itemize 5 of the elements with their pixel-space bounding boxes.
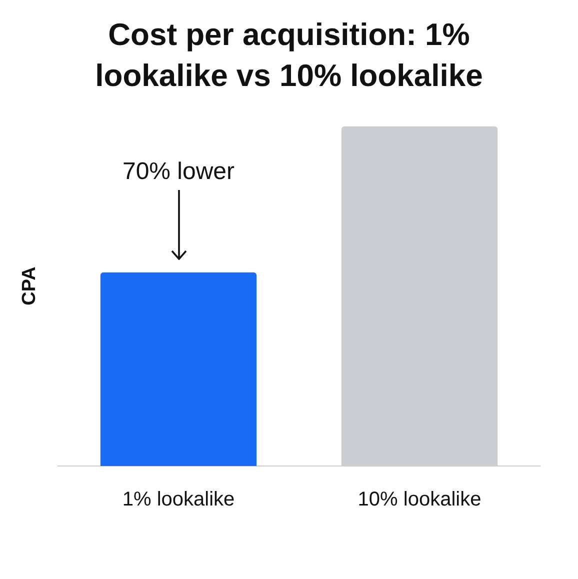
- annotation: 70% lower: [122, 158, 235, 186]
- x-tick-label: 1% lookalike: [122, 488, 235, 511]
- y-axis-title: CPA: [19, 266, 40, 306]
- chart-title: Cost per acquisition: 1% lookalike vs 10% lookalike: [94, 16, 484, 95]
- x-tick-label: 10% lookalike: [358, 488, 482, 511]
